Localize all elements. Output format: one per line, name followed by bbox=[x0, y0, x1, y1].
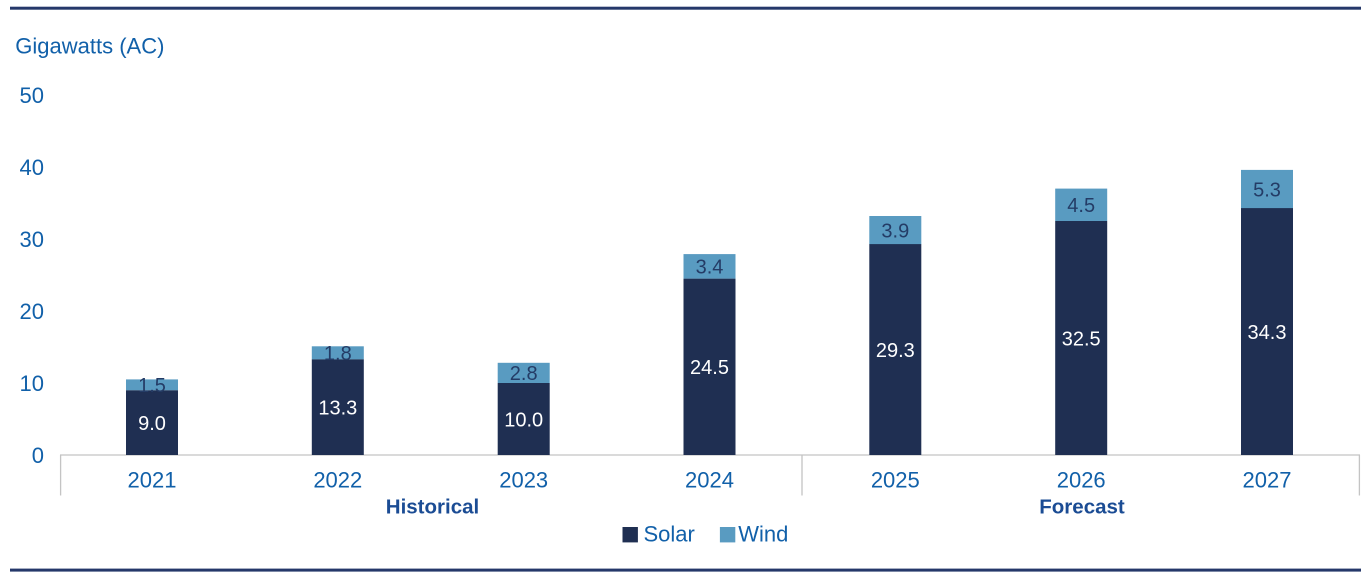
svg-text:2027: 2027 bbox=[1243, 468, 1292, 493]
svg-text:40: 40 bbox=[20, 155, 44, 180]
svg-text:30: 30 bbox=[20, 227, 44, 252]
svg-text:2.8: 2.8 bbox=[510, 363, 538, 385]
svg-text:2024: 2024 bbox=[685, 468, 734, 493]
svg-text:Wind: Wind bbox=[738, 522, 788, 547]
svg-text:24.5: 24.5 bbox=[690, 357, 729, 379]
svg-text:1.5: 1.5 bbox=[138, 375, 166, 397]
svg-text:2022: 2022 bbox=[313, 468, 362, 493]
svg-text:5.3: 5.3 bbox=[1253, 179, 1281, 201]
svg-text:32.5: 32.5 bbox=[1062, 328, 1101, 350]
svg-text:10: 10 bbox=[20, 371, 44, 396]
svg-text:2025: 2025 bbox=[871, 468, 920, 493]
svg-text:9.0: 9.0 bbox=[138, 413, 166, 435]
svg-text:2023: 2023 bbox=[499, 468, 548, 493]
svg-text:2026: 2026 bbox=[1057, 468, 1106, 493]
svg-text:20: 20 bbox=[20, 299, 44, 324]
svg-text:29.3: 29.3 bbox=[876, 340, 915, 362]
svg-text:3.4: 3.4 bbox=[696, 257, 724, 279]
svg-text:Gigawatts (AC): Gigawatts (AC) bbox=[15, 34, 164, 59]
svg-text:0: 0 bbox=[32, 443, 44, 468]
svg-text:34.3: 34.3 bbox=[1248, 322, 1287, 344]
svg-text:10.0: 10.0 bbox=[504, 409, 543, 431]
svg-text:13.3: 13.3 bbox=[318, 397, 357, 419]
svg-text:Solar: Solar bbox=[644, 522, 695, 547]
svg-text:50: 50 bbox=[20, 83, 44, 108]
svg-text:1.8: 1.8 bbox=[324, 343, 352, 365]
svg-text:3.9: 3.9 bbox=[881, 220, 909, 242]
svg-text:Forecast: Forecast bbox=[1039, 496, 1125, 519]
svg-text:4.5: 4.5 bbox=[1067, 195, 1095, 217]
svg-text:2021: 2021 bbox=[128, 468, 177, 493]
svg-text:Historical: Historical bbox=[386, 496, 479, 519]
